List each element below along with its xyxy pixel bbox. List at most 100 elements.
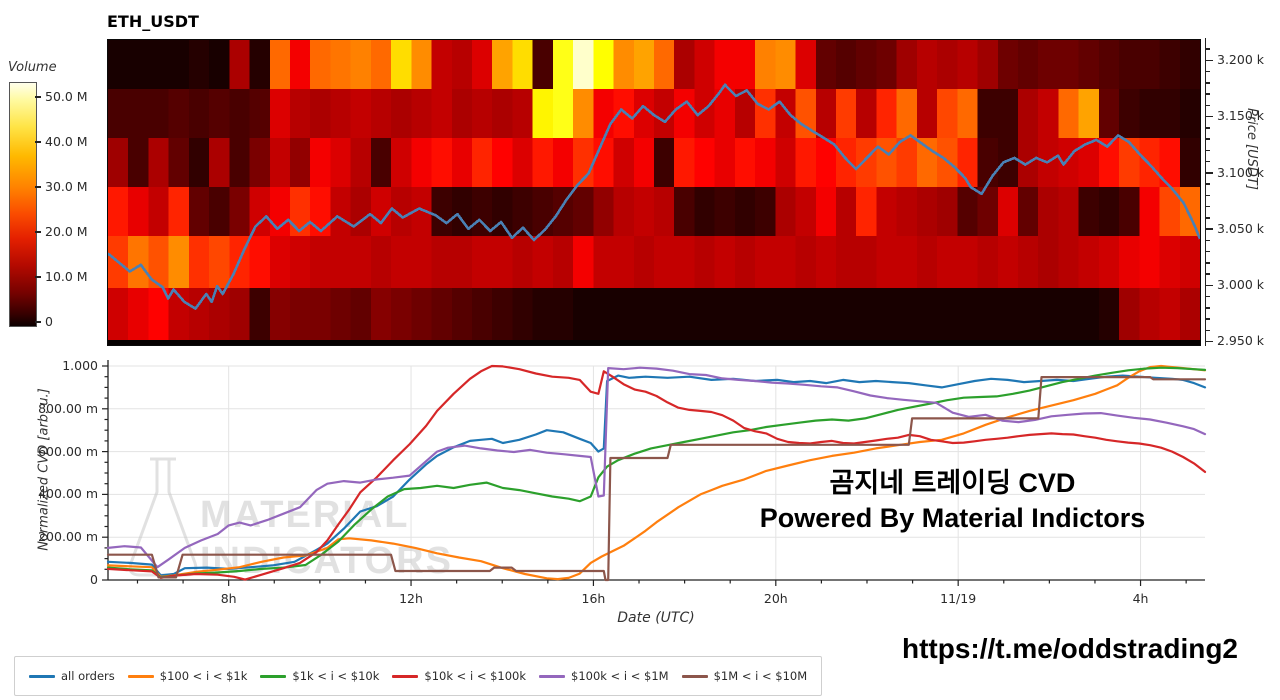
- legend-label: $10k < i < $100k: [424, 669, 527, 683]
- colorbar-tick-label: 0: [45, 314, 53, 329]
- legend-item: $1k < i < $10k: [260, 669, 379, 683]
- cvd-xtick-label: 16h: [581, 591, 606, 606]
- colorbar-tick-label: 50.0 M: [45, 89, 88, 104]
- colorbar-tick: [35, 96, 41, 98]
- colorbar-tick: [35, 186, 41, 188]
- legend-label: all orders: [61, 669, 115, 683]
- price-axis-tick: [1206, 262, 1210, 264]
- cvd-xtick-label: 20h: [763, 591, 788, 606]
- price-axis-tick: [1206, 194, 1210, 196]
- price-axis-tick: [1206, 239, 1210, 241]
- annotation: 곰지네 트레이딩 CVD Powered By Material Indicto…: [700, 466, 1205, 536]
- cvd-ytick-label: 200.00 m: [38, 529, 98, 545]
- price-tick-label: 3.100 k: [1217, 164, 1264, 180]
- price-axis-tick: [1206, 149, 1210, 151]
- price-axis-tick: [1206, 70, 1210, 73]
- price-axis-tick: [1206, 172, 1213, 174]
- cvd-xtick-label: 4h: [1132, 591, 1149, 606]
- price-axis-tick: [1206, 295, 1210, 298]
- colorbar-tick: [35, 321, 41, 323]
- cvd-series-line: [106, 364, 1207, 581]
- legend-item: $100k < i < $1M: [539, 669, 669, 683]
- colorbar-tick-label: 30.0 M: [45, 179, 88, 194]
- price-tick-label: 3.000 k: [1217, 277, 1264, 292]
- colorbar-tick: [35, 276, 41, 278]
- flask-icon: [128, 460, 198, 577]
- cvd-ytick-label: 400.00 m: [38, 486, 98, 502]
- price-axis-tick: [1206, 284, 1213, 286]
- price-axis-tick: [1206, 160, 1210, 163]
- price-axis-tick: [1206, 340, 1213, 343]
- price-axis-tick: [1206, 138, 1210, 140]
- legend-label: $100k < i < $1M: [571, 669, 669, 683]
- legend-swatch: [260, 674, 287, 678]
- price-line: [108, 83, 1200, 310]
- price-axis-label: Price [USDT]: [1244, 108, 1259, 190]
- cvd-y-axis-label: Normalized CVD [arb. u.]: [36, 388, 52, 551]
- price-axis-tick: [1206, 183, 1210, 185]
- chart-title: ETH_USDT: [107, 12, 199, 31]
- legend-item: $10k < i < $100k: [392, 669, 526, 683]
- legend-swatch: [681, 674, 708, 678]
- price-axis-tick: [1206, 48, 1210, 50]
- price-axis-line: [1205, 38, 1206, 346]
- telegram-url: https://t.me/oddstrading2: [902, 633, 1238, 664]
- cvd-ytick-label: 1.000: [62, 358, 98, 373]
- cvd-series-line: [106, 366, 1207, 569]
- legend-item: $1M < i < $10M: [681, 669, 808, 683]
- colorbar-label: Volume: [8, 60, 57, 75]
- price-axis-tick: [1206, 104, 1210, 106]
- legend-swatch: [29, 674, 55, 678]
- volume-colorbar: [9, 82, 37, 327]
- price-tick-label: 3.200 k: [1217, 52, 1264, 67]
- colorbar-tick-label: 40.0 M: [45, 134, 88, 149]
- price-axis-tick: [1206, 318, 1210, 320]
- legend-item: $100 < i < $1k: [127, 669, 248, 683]
- price-axis-tick: [1206, 127, 1210, 129]
- cvd-xtick-label: 11/19: [940, 591, 977, 606]
- cvd-xtick-label: 12h: [399, 591, 423, 606]
- legend-item: all orders: [29, 669, 115, 683]
- colorbar-tick-label: 10.0 M: [45, 269, 88, 284]
- legend: all orders $100 < i < $1k $1k < i < $10k $1…: [14, 656, 823, 696]
- price-axis-tick: [1206, 82, 1210, 84]
- price-tick-label: 2.950 k: [1217, 333, 1264, 349]
- colorbar-tick: [35, 231, 41, 233]
- cvd-ytick-label: 800.00 m: [38, 400, 98, 416]
- price-axis-tick: [1206, 115, 1213, 118]
- price-axis-tick: [1206, 205, 1210, 208]
- annotation-line1: 곰지네 트레이딩 CVD: [829, 468, 1076, 498]
- cvd-series-line: [106, 366, 1207, 579]
- legend-swatch: [127, 674, 154, 678]
- colorbar-tick-label: 20.0 M: [45, 224, 88, 239]
- price-axis-tick: [1206, 329, 1210, 331]
- price-axis-tick: [1206, 59, 1213, 61]
- cvd-xtick-label: 8h: [220, 591, 237, 606]
- annotation-line2: Powered By Material Indictors: [759, 503, 1146, 533]
- legend-label: $1k < i < $10k: [292, 669, 380, 683]
- price-axis-tick: [1206, 217, 1210, 219]
- svg-text:INDICATORS: INDICATORS: [200, 540, 453, 582]
- price-axis-tick: [1206, 93, 1210, 95]
- legend-swatch: [539, 674, 566, 678]
- price-axis-tick: [1206, 307, 1210, 309]
- colorbar-tick: [35, 141, 41, 143]
- svg-text:MATERIAL: MATERIAL: [200, 494, 410, 536]
- price-tick-label: 3.050 k: [1217, 220, 1264, 236]
- price-axis-tick: [1206, 273, 1210, 275]
- cvd-ytick-label: 600.00 m: [38, 443, 98, 459]
- cvd-ytick-label: 0: [90, 572, 98, 587]
- volume-heatmap: [107, 39, 1201, 346]
- cvd-x-axis-label: Date (UTC): [617, 610, 695, 626]
- price-axis-tick: [1206, 228, 1213, 230]
- cvd-series-line: [106, 376, 1207, 582]
- legend-label: $100 < i < $1k: [159, 669, 248, 683]
- heatmap-cells: [108, 40, 1200, 345]
- price-tick-label: 3.150 k: [1217, 108, 1264, 124]
- legend-label: $1M < i < $10M: [713, 669, 808, 683]
- legend-swatch: [392, 674, 419, 678]
- price-axis-tick: [1206, 250, 1210, 253]
